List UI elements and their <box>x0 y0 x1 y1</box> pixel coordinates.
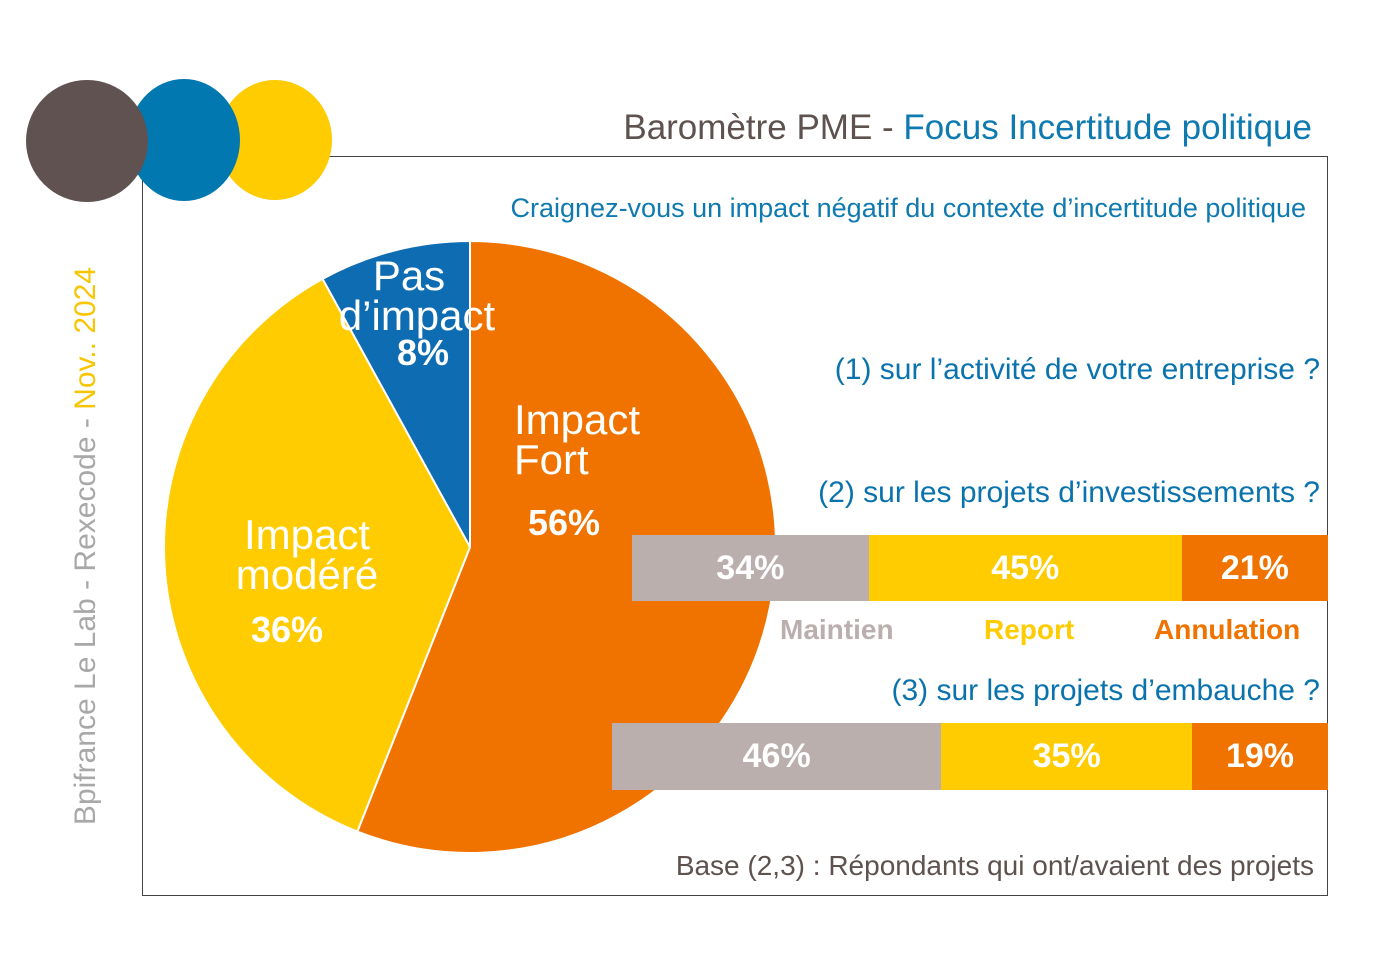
bar-investment-maintien: 34% <box>632 535 869 601</box>
pie-slice-impact-modere <box>163 277 472 833</box>
pie-label-fort-name-1: Impact <box>514 396 641 443</box>
bar-investment-report: 45% <box>868 535 1182 601</box>
bar-hiring-annulation: 19% <box>1191 723 1328 790</box>
pie-label-fort: Impact Fort 56% <box>514 396 641 543</box>
sub-question-hiring: (3) sur les projets d’embauche ? <box>891 674 1320 707</box>
legend-maintien: Maintien <box>780 614 894 645</box>
bar-hiring: 46% 35% 19% <box>612 723 1328 790</box>
pie-slice-impact-fort <box>356 239 777 854</box>
footnote: Base (2,3) : Répondants qui ont/avaient … <box>675 850 1314 881</box>
legend-annulation: Annulation <box>1154 614 1301 645</box>
pie-label-pas-value: 8% <box>396 331 450 373</box>
pie-label-modere-value: 36% <box>250 608 324 650</box>
pie-label-fort-value: 56% <box>528 501 601 543</box>
bar-investment-annulation: 21% <box>1181 535 1328 601</box>
bar-hiring-maintien: 46% <box>612 723 942 790</box>
page-title: Baromètre PME - Focus Incertitude politi… <box>623 108 1312 147</box>
sub-question-investment: (2) sur les projets d’investissements ? <box>818 476 1320 509</box>
legend-report: Report <box>984 614 1075 645</box>
pie-label-modere-name-2: modéré <box>235 550 379 598</box>
pie-label-modere-name-1: Impact <box>243 511 371 558</box>
chart-frame <box>142 156 1328 896</box>
sub-question-activity: (1) sur l’activité de votre entreprise ? <box>834 353 1320 386</box>
pie-label-fort-name-2: Fort <box>514 435 589 483</box>
pie-label-pas-name-1: Pas <box>372 252 446 299</box>
survey-question: Craignez-vous un impact négatif du conte… <box>510 193 1306 223</box>
brown-circle <box>26 80 148 202</box>
pie-label-pas-name-2: d’impact <box>338 291 496 339</box>
bar-hiring-report: 35% <box>941 723 1192 790</box>
pie-label-modere: Impact modéré 36% <box>222 511 392 648</box>
bar-investment: 34% 45% 21% <box>632 535 1328 601</box>
pie-label-pas: Pas d’impact 8% <box>330 255 496 373</box>
pie-slice-pas-impact <box>321 239 471 548</box>
